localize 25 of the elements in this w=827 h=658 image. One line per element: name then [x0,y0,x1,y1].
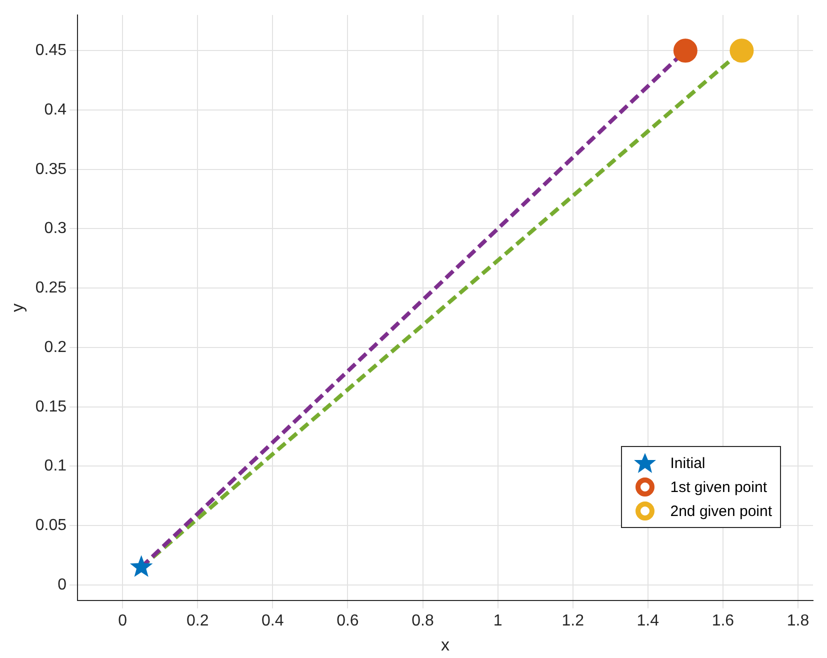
y-tick-label: 0 [58,576,67,594]
x-axis-title: x [441,635,450,654]
x-tick-label: 0 [118,612,128,630]
y-tick-label: 0.25 [35,280,67,297]
y-tick-label: 0.35 [35,160,67,178]
y-tick-label: 0.3 [44,220,67,238]
legend-label: 2nd given point [670,502,772,520]
x-tick-label: 1.2 [562,612,584,630]
y-tick-label: 0.4 [44,101,67,118]
x-tick-label: 0.8 [412,612,434,630]
y-tick-label: 0.2 [44,338,67,356]
x-tick-label: 0.6 [336,612,359,630]
y-tick-label: 0.1 [44,458,67,475]
x-tick-label: 0.4 [262,612,284,630]
x-tick-label: 1.8 [786,612,810,630]
y-tick-label: 0.05 [35,517,67,534]
x-tick-label: 1 [493,612,502,630]
y-axis-title: y [8,302,27,312]
y-tick-label: 0.15 [35,398,67,416]
x-tick-label: 1.4 [636,612,660,630]
x-tick-label: 0.2 [186,612,209,630]
y-tick-label: 0.45 [35,42,67,60]
x-tick-label: 1.6 [712,612,734,630]
legend-label: 1st given point [670,478,767,496]
legend-label: Initial [670,454,706,472]
